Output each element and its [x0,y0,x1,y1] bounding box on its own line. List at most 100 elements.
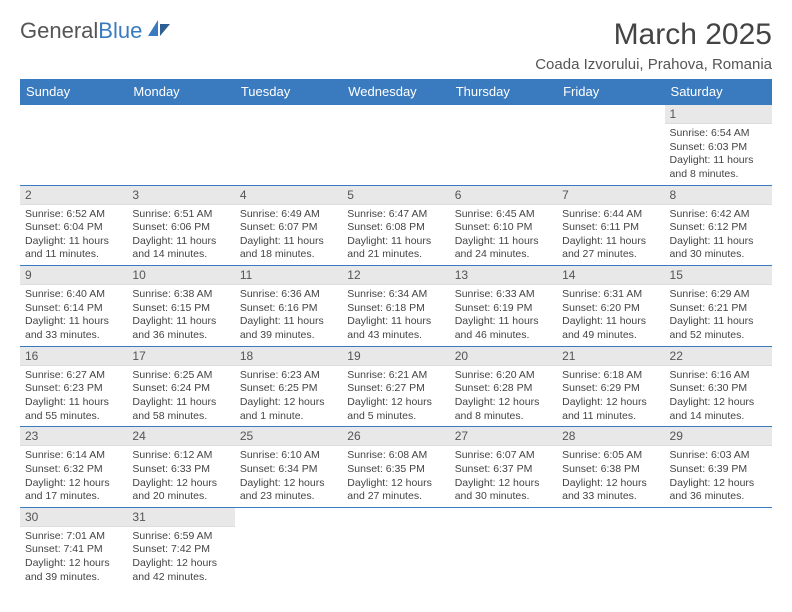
day-content: Sunrise: 6:29 AMSunset: 6:21 PMDaylight:… [665,285,772,346]
calendar-cell [342,105,449,186]
calendar-cell: 11Sunrise: 6:36 AMSunset: 6:16 PMDayligh… [235,266,342,347]
sunset-text: Sunset: 6:20 PM [562,302,659,316]
sunset-text: Sunset: 6:39 PM [670,463,767,477]
calendar-cell: 15Sunrise: 6:29 AMSunset: 6:21 PMDayligh… [665,266,772,347]
calendar-cell: 17Sunrise: 6:25 AMSunset: 6:24 PMDayligh… [127,346,234,427]
sunset-text: Sunset: 6:28 PM [455,382,552,396]
day-number: 11 [235,266,342,285]
calendar-cell: 1Sunrise: 6:54 AMSunset: 6:03 PMDaylight… [665,105,772,186]
day-content: Sunrise: 6:47 AMSunset: 6:08 PMDaylight:… [342,205,449,266]
calendar-body: 1Sunrise: 6:54 AMSunset: 6:03 PMDaylight… [20,105,772,588]
day-number: 31 [127,508,234,527]
day-content: Sunrise: 6:33 AMSunset: 6:19 PMDaylight:… [450,285,557,346]
calendar-row: 30Sunrise: 7:01 AMSunset: 7:41 PMDayligh… [20,507,772,587]
day-number: 18 [235,347,342,366]
sunset-text: Sunset: 6:08 PM [347,221,444,235]
day-number: 10 [127,266,234,285]
calendar-cell: 16Sunrise: 6:27 AMSunset: 6:23 PMDayligh… [20,346,127,427]
sunrise-text: Sunrise: 6:05 AM [562,449,659,463]
day-number: 17 [127,347,234,366]
calendar-cell: 30Sunrise: 7:01 AMSunset: 7:41 PMDayligh… [20,507,127,587]
day-content: Sunrise: 6:31 AMSunset: 6:20 PMDaylight:… [557,285,664,346]
day-number: 29 [665,427,772,446]
calendar-cell: 9Sunrise: 6:40 AMSunset: 6:14 PMDaylight… [20,266,127,347]
day-content: Sunrise: 6:38 AMSunset: 6:15 PMDaylight:… [127,285,234,346]
day-number: 13 [450,266,557,285]
calendar-cell: 13Sunrise: 6:33 AMSunset: 6:19 PMDayligh… [450,266,557,347]
sunrise-text: Sunrise: 6:38 AM [132,288,229,302]
sunset-text: Sunset: 6:07 PM [240,221,337,235]
month-title: March 2025 [535,18,772,52]
calendar-cell: 20Sunrise: 6:20 AMSunset: 6:28 PMDayligh… [450,346,557,427]
daylight-text: Daylight: 12 hours and 27 minutes. [347,477,444,504]
daylight-text: Daylight: 11 hours and 39 minutes. [240,315,337,342]
sunset-text: Sunset: 6:32 PM [25,463,122,477]
daylight-text: Daylight: 12 hours and 33 minutes. [562,477,659,504]
calendar-cell [450,507,557,587]
weekday-header: Friday [557,79,664,105]
sunrise-text: Sunrise: 6:23 AM [240,369,337,383]
day-content: Sunrise: 6:52 AMSunset: 6:04 PMDaylight:… [20,205,127,266]
day-number: 24 [127,427,234,446]
daylight-text: Daylight: 11 hours and 8 minutes. [670,154,767,181]
sunrise-text: Sunrise: 6:07 AM [455,449,552,463]
daylight-text: Daylight: 11 hours and 52 minutes. [670,315,767,342]
daylight-text: Daylight: 12 hours and 42 minutes. [132,557,229,584]
calendar-cell: 25Sunrise: 6:10 AMSunset: 6:34 PMDayligh… [235,427,342,508]
calendar-row: 2Sunrise: 6:52 AMSunset: 6:04 PMDaylight… [20,185,772,266]
sunset-text: Sunset: 7:42 PM [132,543,229,557]
daylight-text: Daylight: 11 hours and 30 minutes. [670,235,767,262]
daylight-text: Daylight: 12 hours and 5 minutes. [347,396,444,423]
sunset-text: Sunset: 6:34 PM [240,463,337,477]
day-number: 6 [450,186,557,205]
sunset-text: Sunset: 6:10 PM [455,221,552,235]
sunrise-text: Sunrise: 6:59 AM [132,530,229,544]
sunrise-text: Sunrise: 6:27 AM [25,369,122,383]
weekday-header: Tuesday [235,79,342,105]
calendar-cell: 28Sunrise: 6:05 AMSunset: 6:38 PMDayligh… [557,427,664,508]
sunrise-text: Sunrise: 6:42 AM [670,208,767,222]
sunrise-text: Sunrise: 7:01 AM [25,530,122,544]
calendar-cell: 31Sunrise: 6:59 AMSunset: 7:42 PMDayligh… [127,507,234,587]
location: Coada Izvorului, Prahova, Romania [535,56,772,73]
calendar-cell: 12Sunrise: 6:34 AMSunset: 6:18 PMDayligh… [342,266,449,347]
day-content: Sunrise: 6:07 AMSunset: 6:37 PMDaylight:… [450,446,557,507]
day-content: Sunrise: 6:59 AMSunset: 7:42 PMDaylight:… [127,527,234,588]
sunrise-text: Sunrise: 6:03 AM [670,449,767,463]
calendar-cell: 18Sunrise: 6:23 AMSunset: 6:25 PMDayligh… [235,346,342,427]
day-number: 30 [20,508,127,527]
sunset-text: Sunset: 6:03 PM [670,141,767,155]
calendar-cell: 4Sunrise: 6:49 AMSunset: 6:07 PMDaylight… [235,185,342,266]
daylight-text: Daylight: 11 hours and 58 minutes. [132,396,229,423]
day-content: Sunrise: 6:49 AMSunset: 6:07 PMDaylight:… [235,205,342,266]
day-content: Sunrise: 6:25 AMSunset: 6:24 PMDaylight:… [127,366,234,427]
day-content: Sunrise: 6:10 AMSunset: 6:34 PMDaylight:… [235,446,342,507]
day-number: 1 [665,105,772,124]
day-content: Sunrise: 6:12 AMSunset: 6:33 PMDaylight:… [127,446,234,507]
sunset-text: Sunset: 6:24 PM [132,382,229,396]
calendar-cell: 19Sunrise: 6:21 AMSunset: 6:27 PMDayligh… [342,346,449,427]
sunset-text: Sunset: 6:12 PM [670,221,767,235]
daylight-text: Daylight: 12 hours and 36 minutes. [670,477,767,504]
day-number: 4 [235,186,342,205]
sunrise-text: Sunrise: 6:20 AM [455,369,552,383]
day-number: 28 [557,427,664,446]
sunrise-text: Sunrise: 6:40 AM [25,288,122,302]
day-number: 8 [665,186,772,205]
daylight-text: Daylight: 11 hours and 21 minutes. [347,235,444,262]
sunrise-text: Sunrise: 6:21 AM [347,369,444,383]
sunrise-text: Sunrise: 6:08 AM [347,449,444,463]
sunset-text: Sunset: 6:33 PM [132,463,229,477]
sunset-text: Sunset: 6:35 PM [347,463,444,477]
day-content: Sunrise: 6:08 AMSunset: 6:35 PMDaylight:… [342,446,449,507]
weekday-header: Saturday [665,79,772,105]
sunset-text: Sunset: 6:18 PM [347,302,444,316]
sunset-text: Sunset: 6:06 PM [132,221,229,235]
sunrise-text: Sunrise: 6:51 AM [132,208,229,222]
calendar-row: 1Sunrise: 6:54 AMSunset: 6:03 PMDaylight… [20,105,772,186]
day-content: Sunrise: 6:54 AMSunset: 6:03 PMDaylight:… [665,124,772,185]
calendar-cell [235,507,342,587]
sunrise-text: Sunrise: 6:10 AM [240,449,337,463]
header: GeneralBlue March 2025 Coada Izvorului, … [20,18,772,73]
day-number: 5 [342,186,449,205]
